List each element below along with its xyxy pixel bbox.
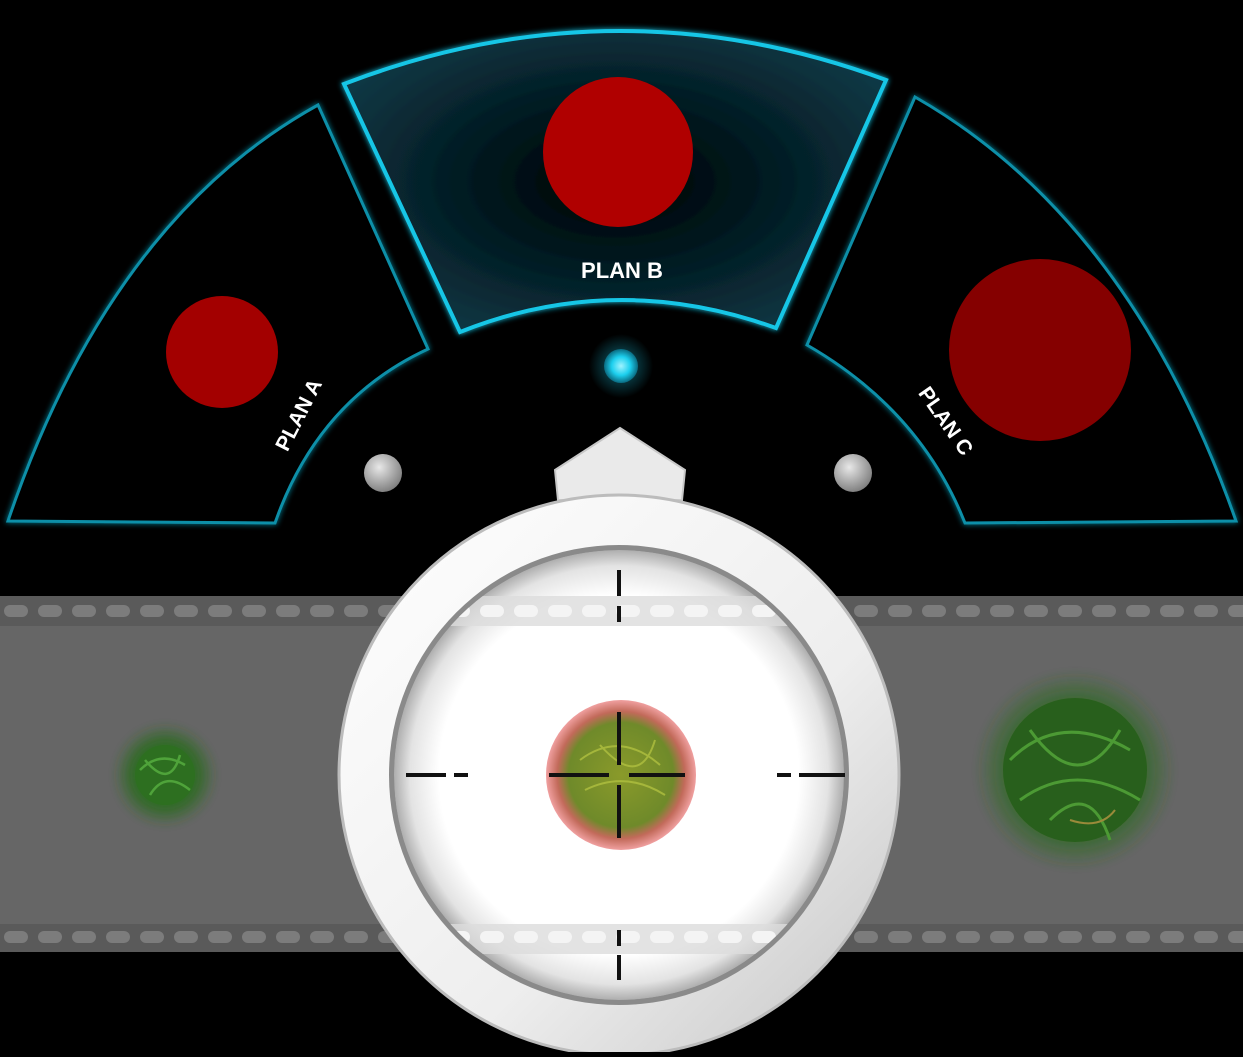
belt-perforation	[922, 605, 946, 617]
belt-perforation	[72, 931, 96, 943]
belt-perforation	[38, 605, 62, 617]
belt-perforation	[242, 605, 266, 617]
belt-perforation	[38, 931, 62, 943]
scope-pointer	[553, 426, 687, 506]
belt-perforation	[990, 931, 1014, 943]
belt-perforation	[514, 931, 538, 943]
belt-perforation	[548, 605, 572, 617]
red-circle-marker	[166, 296, 278, 408]
plan-b-label: PLAN B	[581, 258, 663, 283]
belt-perforation	[1058, 931, 1082, 943]
belt-perforation	[1126, 605, 1150, 617]
bacteria-colony-targeted[interactable]	[546, 700, 696, 850]
belt-perforation	[1058, 605, 1082, 617]
red-circle-marker	[949, 259, 1131, 441]
belt-perforation	[1126, 931, 1150, 943]
plan-b-panel[interactable]: PLAN B	[341, 29, 889, 335]
belt-perforation	[684, 605, 708, 617]
plan-a-indicator	[364, 454, 402, 492]
belt-perforation	[1024, 605, 1048, 617]
belt-perforation	[140, 931, 164, 943]
belt-perforation	[174, 931, 198, 943]
belt-perforation	[4, 605, 28, 617]
belt-perforation	[650, 931, 674, 943]
belt-perforation	[1092, 605, 1116, 617]
belt-perforation	[242, 931, 266, 943]
belt-perforation	[718, 931, 742, 943]
belt-perforation	[276, 931, 300, 943]
belt-perforation	[616, 605, 640, 617]
belt-perforation	[548, 931, 572, 943]
belt-perforation	[1024, 931, 1048, 943]
plan-c-indicator	[834, 454, 872, 492]
belt-perforation	[922, 931, 946, 943]
plan-b-indicator	[589, 334, 653, 398]
plan-a-panel[interactable]: PLAN A	[5, 102, 430, 525]
bacteria-colony-large[interactable]	[975, 670, 1175, 870]
bacteria-colony-small[interactable]	[113, 723, 217, 827]
belt-perforation	[208, 605, 232, 617]
belt-perforation	[310, 605, 334, 617]
belt-perforation	[514, 605, 538, 617]
target-scope[interactable]	[4, 426, 1243, 1057]
belt-perforation	[956, 931, 980, 943]
belt-perforation	[684, 931, 708, 943]
belt-perforation	[208, 931, 232, 943]
belt-perforation	[1160, 931, 1184, 943]
belt-perforation	[174, 605, 198, 617]
belt-perforation	[310, 931, 334, 943]
belt-perforation	[480, 931, 504, 943]
belt-perforation	[718, 605, 742, 617]
belt-perforation	[1092, 931, 1116, 943]
belt-perforation	[854, 605, 878, 617]
belt-perforation	[480, 605, 504, 617]
belt-perforation	[616, 931, 640, 943]
belt-perforation	[1160, 605, 1184, 617]
plan-c-panel[interactable]: PLAN C	[805, 94, 1239, 525]
belt-perforation	[1228, 605, 1243, 617]
plan-selector: PLAN A PLAN C PLAN B	[5, 29, 1239, 525]
belt-perforation	[582, 931, 606, 943]
red-circle-marker	[543, 77, 693, 227]
belt-perforation	[854, 931, 878, 943]
belt-perforation	[888, 605, 912, 617]
belt-perforation	[106, 931, 130, 943]
belt-perforation	[990, 605, 1014, 617]
belt-perforation	[888, 931, 912, 943]
belt-perforation	[106, 605, 130, 617]
belt-perforation	[752, 931, 776, 943]
belt-perforation	[650, 605, 674, 617]
belt-perforation	[1194, 931, 1218, 943]
belt-perforation	[344, 931, 368, 943]
belt-perforation	[956, 605, 980, 617]
belt-perforation	[344, 605, 368, 617]
belt-perforation	[4, 931, 28, 943]
belt-perforation	[582, 605, 606, 617]
belt-perforation	[72, 605, 96, 617]
crosshair-icon	[406, 570, 845, 980]
belt-perforation	[140, 605, 164, 617]
belt-perforation	[276, 605, 300, 617]
belt-perforation	[1194, 605, 1218, 617]
belt-perforation	[1228, 931, 1243, 943]
